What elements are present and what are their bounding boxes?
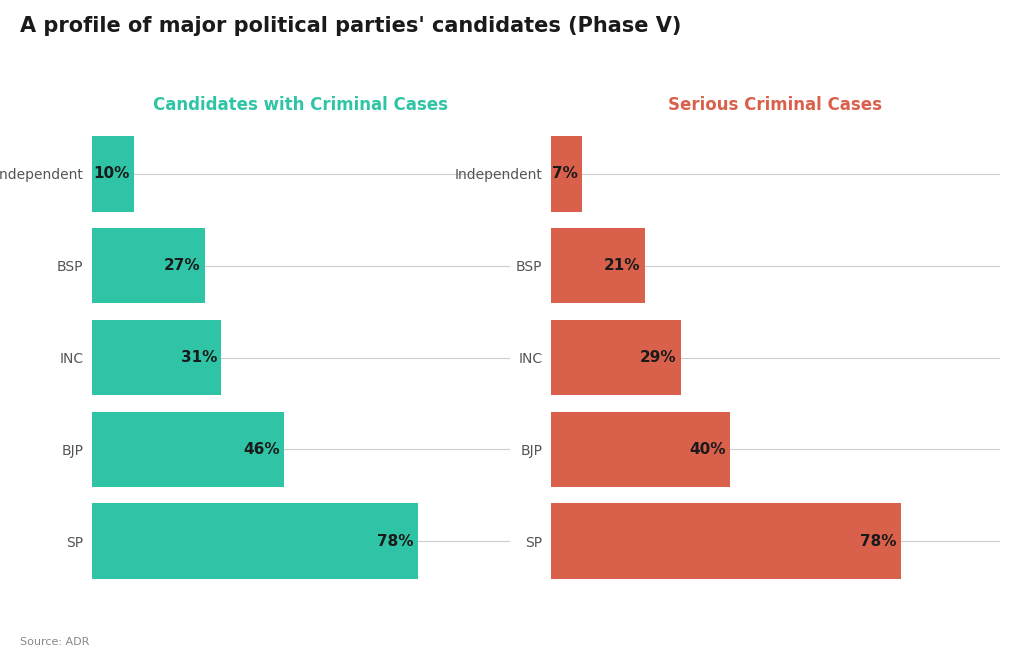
Text: 10%: 10% <box>93 166 129 181</box>
Text: 7%: 7% <box>551 166 577 181</box>
Text: 27%: 27% <box>164 258 201 273</box>
Bar <box>550 411 730 487</box>
Bar <box>550 320 681 395</box>
Title: Candidates with Criminal Cases: Candidates with Criminal Cases <box>153 96 448 114</box>
Bar <box>92 503 418 578</box>
Bar <box>92 136 133 212</box>
Text: 21%: 21% <box>603 258 640 273</box>
Text: 29%: 29% <box>639 350 676 365</box>
Text: 40%: 40% <box>689 442 726 457</box>
Bar <box>550 228 644 304</box>
Bar <box>92 228 205 304</box>
Bar <box>550 136 582 212</box>
Text: 78%: 78% <box>377 534 414 549</box>
Text: 31%: 31% <box>180 350 217 365</box>
Text: 46%: 46% <box>244 442 279 457</box>
Text: A profile of major political parties' candidates (Phase V): A profile of major political parties' ca… <box>20 16 681 36</box>
Title: Serious Criminal Cases: Serious Criminal Cases <box>667 96 881 114</box>
Bar <box>92 320 221 395</box>
Bar <box>550 503 900 578</box>
Text: 78%: 78% <box>859 534 896 549</box>
Bar <box>92 411 284 487</box>
Text: Source: ADR: Source: ADR <box>20 637 90 647</box>
